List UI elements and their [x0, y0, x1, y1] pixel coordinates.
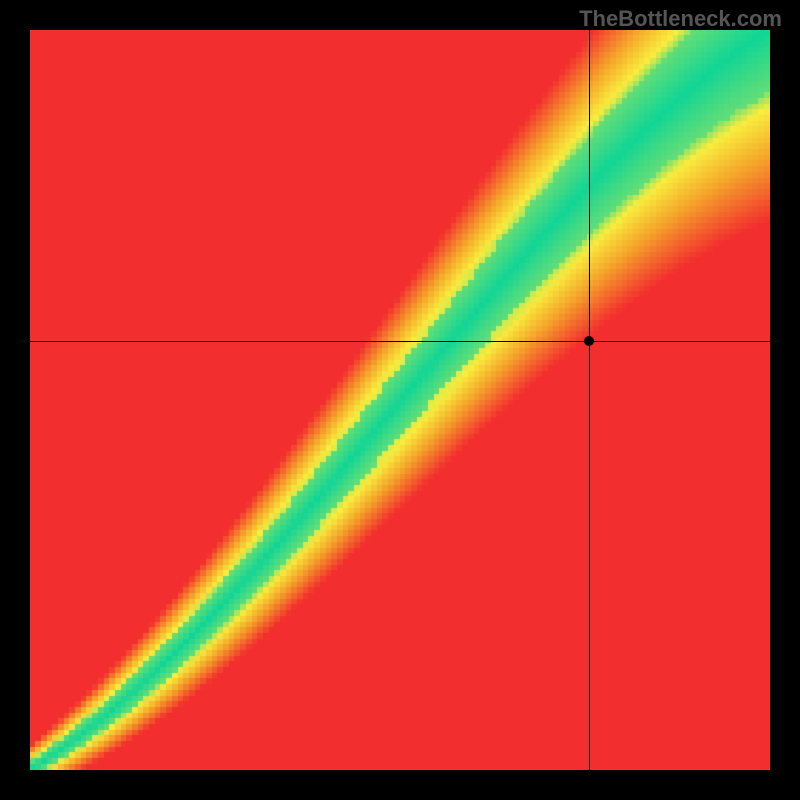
watermark-text: TheBottleneck.com	[579, 6, 782, 32]
plot-area	[30, 30, 770, 770]
crosshair-marker-dot	[584, 336, 594, 346]
heatmap-canvas	[30, 30, 770, 770]
crosshair-horizontal	[30, 341, 770, 342]
crosshair-vertical	[589, 30, 590, 770]
